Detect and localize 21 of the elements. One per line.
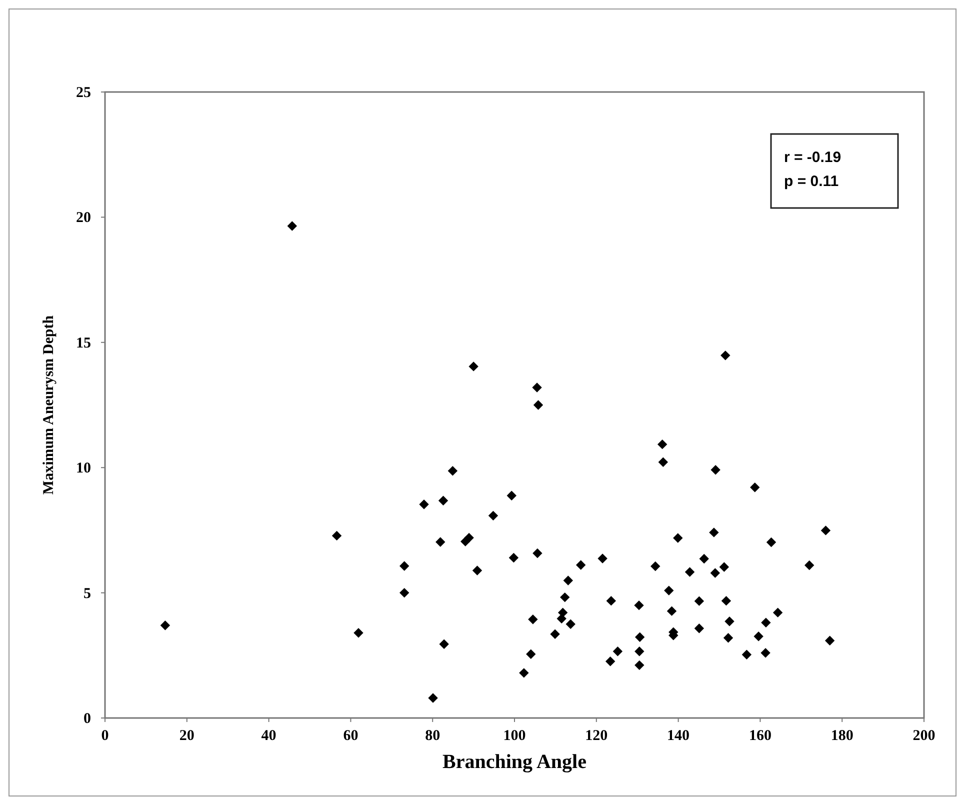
y-tick-label: 0 (84, 711, 91, 727)
y-tick-label: 20 (76, 210, 91, 226)
y-tick-label: 10 (76, 460, 91, 477)
y-tick-label: 15 (76, 335, 91, 352)
y-tick-label: 5 (84, 586, 91, 602)
x-tick-label: 60 (343, 728, 358, 744)
x-tick-label: 40 (261, 728, 276, 744)
x-tick-label: 0 (101, 728, 109, 744)
x-tick-label: 120 (585, 728, 608, 744)
x-tick-label: 160 (748, 728, 772, 744)
x-tick-label: 100 (503, 728, 526, 744)
x-tick-label: 80 (425, 728, 440, 744)
x-tick-label: 20 (179, 728, 194, 744)
x-axis-title: Branching Angle (442, 751, 587, 773)
y-tick-label: 25 (76, 85, 91, 101)
x-tick-label: 180 (830, 728, 854, 744)
y-axis-title: Maximum Aneurysm Depth (41, 314, 57, 495)
x-tick-label: 200 (912, 728, 936, 744)
x-tick-label: 140 (667, 728, 690, 744)
annotation: r = -0.19 (784, 149, 842, 166)
annotation: p = 0.11 (784, 173, 839, 190)
